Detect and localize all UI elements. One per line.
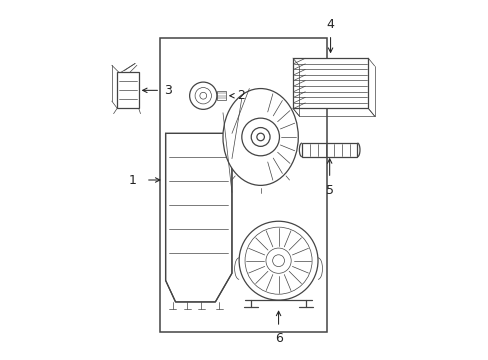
- Ellipse shape: [223, 89, 298, 185]
- Bar: [301, 143, 357, 157]
- Bar: [217, 91, 225, 100]
- Text: 6: 6: [274, 332, 282, 345]
- Polygon shape: [165, 134, 231, 302]
- Circle shape: [251, 127, 269, 147]
- Bar: [117, 72, 139, 108]
- Bar: [160, 39, 326, 332]
- Circle shape: [256, 133, 264, 141]
- Circle shape: [241, 118, 279, 156]
- Circle shape: [265, 248, 290, 273]
- Text: 5: 5: [325, 184, 333, 197]
- Text: 4: 4: [326, 18, 334, 31]
- Text: 1: 1: [129, 174, 137, 186]
- Text: 2: 2: [237, 89, 244, 102]
- Text: 3: 3: [163, 84, 171, 97]
- Bar: [292, 58, 367, 108]
- Circle shape: [272, 255, 284, 267]
- Circle shape: [200, 92, 206, 99]
